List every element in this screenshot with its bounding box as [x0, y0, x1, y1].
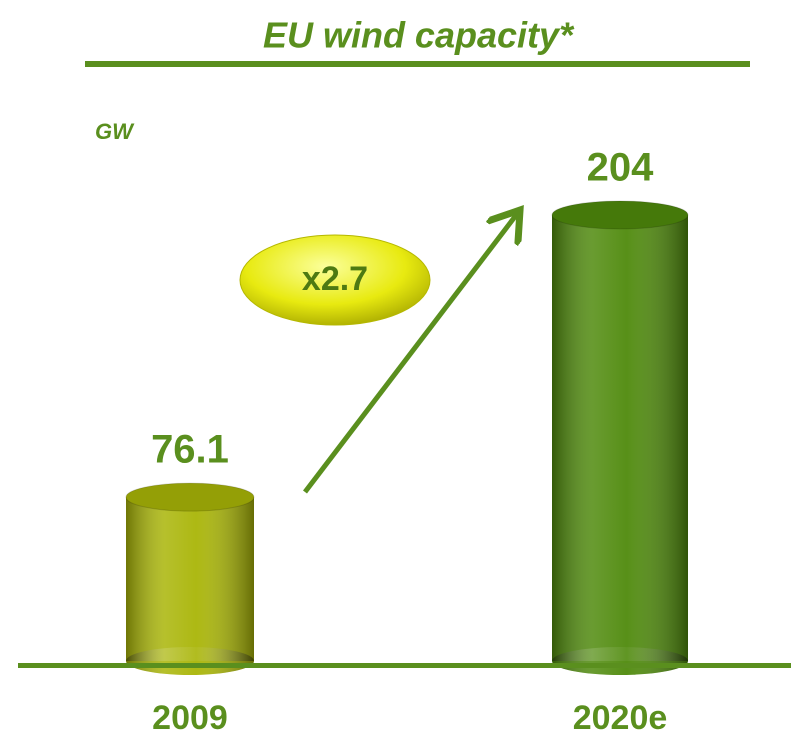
baseline: [18, 663, 791, 668]
bar-shade-bottom: [552, 647, 688, 675]
bar-top: [551, 200, 689, 230]
unit-label: GW: [95, 119, 135, 144]
growth-arrow: [303, 214, 517, 494]
chart-title: EU wind capacity*: [263, 15, 575, 56]
bar-top: [125, 482, 255, 512]
title-rule: [85, 61, 750, 67]
bar-shade: [552, 215, 688, 661]
bar-top-shade: [126, 483, 254, 512]
x-tick-label: 2009: [152, 699, 228, 737]
ratio-annotation: x2.7: [302, 260, 368, 298]
bar-shade: [126, 497, 254, 661]
x-tick-label: 2020e: [573, 699, 668, 737]
bar-shade-bottom: [126, 647, 254, 675]
bar-top-shade: [552, 201, 688, 229]
value-label: 204: [587, 146, 654, 190]
ratio-badge: [239, 234, 431, 326]
value-label: 76.1: [151, 428, 229, 472]
